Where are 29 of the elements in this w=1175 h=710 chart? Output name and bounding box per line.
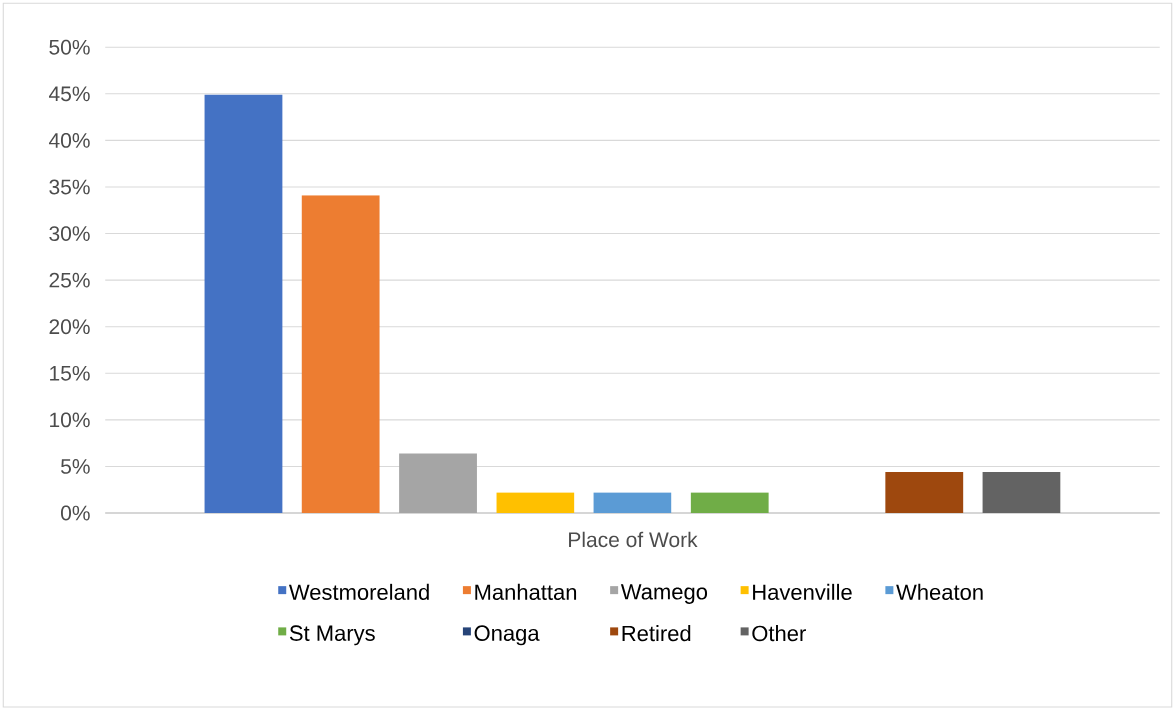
bar [593,492,672,513]
y-tick-label: 30% [49,226,90,241]
y-tick-label: 15% [50,365,90,381]
legend-label: Wamego [620,584,708,604]
y-tick-label: 35% [49,179,90,195]
bar [399,453,477,513]
legend-label: Other [752,625,806,642]
bar [496,492,575,513]
y-tick-label: 45% [48,86,90,102]
y-tick-label: 0% [61,505,90,521]
bar [690,492,769,513]
legend-label: St Marys [289,625,375,646]
y-tick-label: 25% [49,272,90,288]
bar [301,195,380,513]
bar [204,94,283,513]
legend-label: Onaga [474,625,540,646]
y-tick-label: 50% [49,39,90,55]
bar [885,471,964,513]
legend-label: Westmoreland [289,583,429,600]
y-tick-label: 20% [49,319,90,335]
legend-label: Manhattan [475,583,577,600]
x-tick-label: Place of Work [569,531,698,548]
bar [982,471,1061,513]
y-tick-label: 10% [50,412,90,428]
y-tick-label: 5% [61,458,90,474]
legend-label: Havenville [753,583,852,600]
legend-label: Retired [622,625,691,642]
legend-label: Wheaton [896,583,983,600]
y-tick-label: 40% [48,132,90,148]
